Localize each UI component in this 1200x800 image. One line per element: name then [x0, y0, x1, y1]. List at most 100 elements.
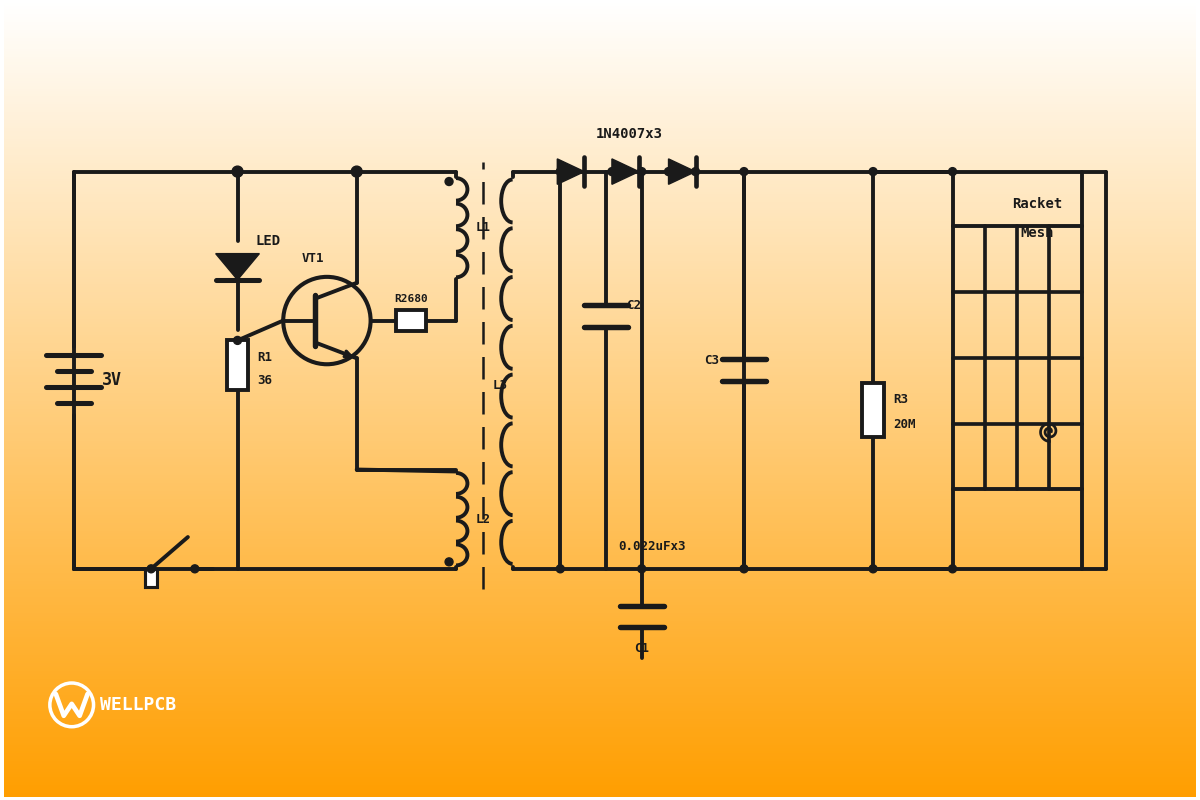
- Bar: [4, 766, 1196, 768]
- FancyBboxPatch shape: [396, 310, 426, 331]
- Bar: [4, 742, 1196, 744]
- Bar: [4, 226, 1196, 228]
- Bar: [4, 614, 1196, 617]
- Bar: [4, 590, 1196, 594]
- Bar: [4, 117, 1196, 119]
- Bar: [4, 755, 1196, 758]
- Bar: [4, 188, 1196, 190]
- Bar: [4, 728, 1196, 731]
- Text: R3: R3: [893, 394, 908, 406]
- Bar: [4, 485, 1196, 487]
- Text: L2: L2: [476, 513, 491, 526]
- Bar: [4, 64, 1196, 66]
- Bar: [4, 14, 1196, 16]
- Bar: [4, 750, 1196, 752]
- Bar: [4, 246, 1196, 249]
- Bar: [4, 125, 1196, 127]
- Bar: [4, 678, 1196, 681]
- Bar: [4, 408, 1196, 410]
- Bar: [4, 498, 1196, 501]
- Bar: [4, 559, 1196, 562]
- Bar: [4, 376, 1196, 379]
- FancyBboxPatch shape: [145, 569, 157, 586]
- Bar: [4, 474, 1196, 477]
- Bar: [4, 752, 1196, 755]
- Bar: [4, 770, 1196, 774]
- Bar: [4, 659, 1196, 662]
- Bar: [4, 578, 1196, 580]
- Bar: [4, 82, 1196, 85]
- Bar: [4, 630, 1196, 633]
- Bar: [4, 477, 1196, 479]
- Bar: [4, 265, 1196, 267]
- Bar: [4, 469, 1196, 471]
- Circle shape: [232, 166, 242, 177]
- Bar: [4, 448, 1196, 450]
- Bar: [4, 119, 1196, 122]
- Bar: [4, 644, 1196, 646]
- Bar: [4, 519, 1196, 522]
- Bar: [4, 260, 1196, 262]
- Circle shape: [637, 168, 646, 175]
- Bar: [4, 736, 1196, 739]
- Bar: [4, 16, 1196, 18]
- Bar: [4, 275, 1196, 278]
- Bar: [4, 495, 1196, 498]
- Bar: [4, 402, 1196, 406]
- Circle shape: [557, 168, 564, 175]
- Circle shape: [740, 565, 748, 573]
- Text: L3: L3: [493, 378, 508, 392]
- Bar: [4, 604, 1196, 606]
- Bar: [4, 350, 1196, 352]
- Polygon shape: [668, 159, 696, 184]
- Bar: [4, 588, 1196, 590]
- Bar: [4, 344, 1196, 347]
- Bar: [4, 24, 1196, 26]
- Circle shape: [869, 565, 877, 573]
- Text: 20M: 20M: [893, 418, 916, 431]
- Bar: [4, 466, 1196, 469]
- Bar: [4, 329, 1196, 331]
- Text: LED: LED: [256, 234, 281, 248]
- Bar: [4, 384, 1196, 386]
- Bar: [4, 694, 1196, 697]
- Bar: [4, 606, 1196, 610]
- Bar: [4, 32, 1196, 34]
- Bar: [4, 509, 1196, 511]
- Bar: [4, 214, 1196, 218]
- Text: L1: L1: [476, 222, 491, 234]
- Bar: [4, 278, 1196, 281]
- Bar: [4, 85, 1196, 87]
- Bar: [4, 514, 1196, 517]
- Bar: [4, 347, 1196, 350]
- Bar: [4, 421, 1196, 424]
- Bar: [4, 501, 1196, 503]
- Bar: [4, 106, 1196, 109]
- Bar: [4, 622, 1196, 625]
- Bar: [4, 77, 1196, 79]
- Bar: [4, 426, 1196, 429]
- Bar: [4, 95, 1196, 98]
- Bar: [4, 776, 1196, 778]
- Bar: [4, 437, 1196, 440]
- Bar: [4, 567, 1196, 570]
- Bar: [4, 61, 1196, 64]
- Bar: [4, 10, 1196, 14]
- Text: 0.022uFx3: 0.022uFx3: [618, 541, 686, 554]
- Circle shape: [869, 168, 877, 175]
- Bar: [4, 127, 1196, 130]
- Bar: [4, 394, 1196, 398]
- Text: 36: 36: [257, 374, 272, 386]
- Bar: [4, 230, 1196, 233]
- Bar: [4, 715, 1196, 718]
- Bar: [4, 410, 1196, 414]
- Bar: [4, 432, 1196, 434]
- Bar: [4, 527, 1196, 530]
- Bar: [4, 254, 1196, 257]
- Bar: [4, 471, 1196, 474]
- Text: 1N4007x3: 1N4007x3: [595, 127, 662, 141]
- Bar: [4, 390, 1196, 392]
- Text: C2: C2: [626, 299, 641, 312]
- Bar: [4, 641, 1196, 644]
- Bar: [4, 307, 1196, 310]
